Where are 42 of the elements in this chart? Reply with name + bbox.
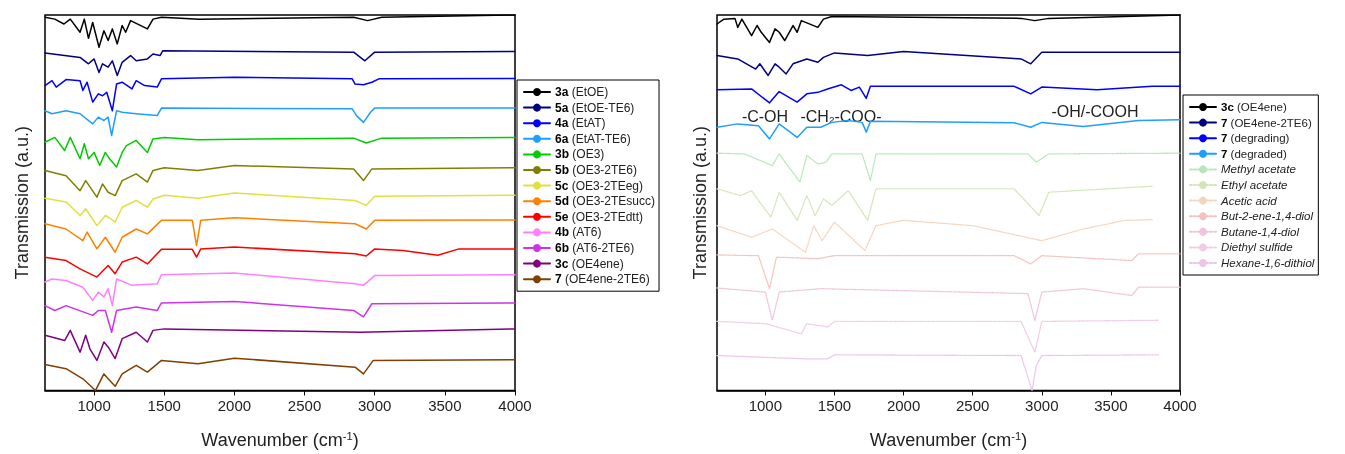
annotation: -OH/-COOH (1051, 102, 1139, 120)
legend-label: Diethyl sulfide (1221, 241, 1293, 254)
legend-label: 7 (OE4ene-2TE6) (1221, 116, 1312, 129)
x-tick-label: 2000 (886, 397, 921, 415)
annotation: -C-OH (741, 107, 789, 125)
legend-label: 7 (OE4ene-2TE6) (555, 272, 650, 287)
legend-label: Butane-1,4-diol (1221, 225, 1300, 238)
y-axis-title: Transmission (a.u.) (690, 126, 710, 280)
legend-label: 4b (AT6) (555, 225, 602, 240)
x-tick-label: 2000 (217, 397, 252, 415)
x-tick-label: 1500 (147, 397, 181, 415)
y-axis-title: Transmission (a.u.) (12, 126, 32, 280)
x-tick-label: 3000 (358, 397, 392, 415)
legend-label: 3c (OE4ene) (1221, 101, 1288, 113)
x-tick-label: 1500 (817, 397, 852, 415)
legend-label: But-2-ene-1,4-diol (1221, 210, 1314, 223)
x-tick-label: 2500 (287, 397, 322, 415)
legend-label: 7 (degraded) (1221, 147, 1288, 160)
legend-label: 3c (OE4ene) (555, 256, 624, 271)
x-tick-label: 1000 (77, 397, 111, 415)
x-tick-label: 4000 (498, 397, 532, 415)
x-tick-label: 1000 (748, 397, 783, 415)
legend-label: 4a (EtAT) (555, 116, 606, 131)
legend-label: Hexane-1,6-dithiol (1221, 257, 1315, 269)
legend-label: 6a (EtAT-TE6) (555, 131, 631, 146)
x-tick-label: 3500 (1094, 397, 1128, 415)
legend-label: Methyl acetate (1221, 163, 1296, 176)
legend-label: Acetic acid (1220, 194, 1278, 207)
legend-label: 5e (OE3-2TEdtt) (555, 209, 644, 224)
x-tick-label: 4000 (1163, 397, 1197, 415)
legend-label: 5a (EtOE-TE6) (555, 100, 635, 115)
legend-label: 7 (degrading) (1221, 132, 1290, 145)
legend-label: 5b (OE3-2TE6) (555, 163, 638, 177)
legend-label: 3b (OE3) (555, 147, 605, 162)
legend-label: 5d (OE3-2TEsucc) (555, 194, 656, 209)
legend-label: 5c (OE3-2TEeg) (555, 178, 644, 193)
legend-label: 3a (EtOE) (555, 85, 609, 99)
x-tick-label: 2500 (956, 397, 990, 415)
legend-label: Ethyl acetate (1221, 179, 1288, 191)
x-tick-label: 3500 (428, 397, 462, 415)
x-tick-label: 3000 (1025, 397, 1059, 415)
legend-label: 6b (AT6-2TE6) (555, 241, 635, 255)
